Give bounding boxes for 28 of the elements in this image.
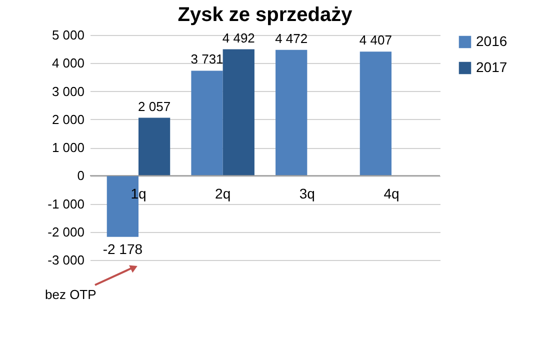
bar xyxy=(276,50,308,176)
bar xyxy=(222,49,254,176)
y-tick-label: 1 000 xyxy=(52,140,84,155)
x-tick-label: 2q xyxy=(215,186,231,202)
x-tick-label: 4q xyxy=(384,186,400,202)
data-label: 4 407 xyxy=(359,32,392,48)
x-tick-label: 1q xyxy=(130,186,146,202)
legend-label: 2017 xyxy=(476,59,508,75)
bar xyxy=(191,70,223,176)
y-tick-label: 3 000 xyxy=(52,84,84,99)
y-tick-label: -3 000 xyxy=(48,252,84,268)
y-tick-label: -1 000 xyxy=(48,196,84,212)
legend-label: 2016 xyxy=(476,33,508,49)
y-tick-label: -2 000 xyxy=(48,224,84,240)
y-tick-label: 0 xyxy=(77,168,84,184)
text: bez OTP xyxy=(45,287,96,302)
y-tick-label: 5 000 xyxy=(52,28,84,42)
y-tick-label: 2 000 xyxy=(52,112,84,127)
bar xyxy=(138,118,170,176)
data-label: 4 472 xyxy=(275,30,308,46)
y-tick-label: 4 000 xyxy=(52,56,84,71)
data-label: 2 057 xyxy=(138,98,171,114)
bar xyxy=(360,52,392,176)
data-label: 3 731 xyxy=(190,52,224,67)
data-label: 4 492 xyxy=(222,30,255,46)
chart-title: Zysk ze sprzedaży xyxy=(178,4,354,26)
x-tick-label: 3q xyxy=(299,186,315,202)
data-label: -2 178 xyxy=(102,240,143,257)
